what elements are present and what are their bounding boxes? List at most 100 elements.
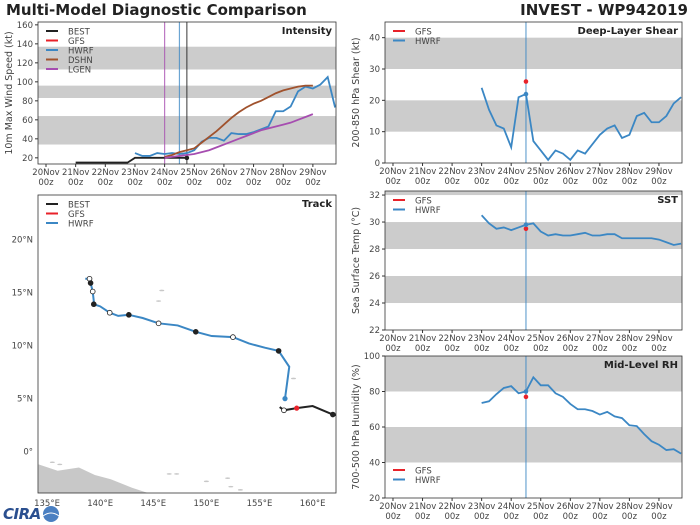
x-tick-label-hour: 00z — [504, 512, 520, 522]
y-tick-label: 100 — [364, 352, 380, 362]
y-tick-label: 100 — [17, 78, 33, 88]
panel-title: Deep-Layer Shear — [578, 26, 679, 37]
y-tick-label: 80 — [22, 97, 33, 107]
x-tick-label-hour: 00z — [563, 177, 579, 187]
y-tick-label: 24 — [369, 299, 380, 309]
x-tick-label-hour: 00z — [157, 178, 173, 188]
panel-title: Track — [302, 199, 332, 210]
legend-label-gfs: GFS — [415, 467, 432, 477]
x-tick-label-date: 21Nov — [409, 167, 436, 177]
x-tick-label-date: 25Nov — [527, 334, 554, 344]
series-marker-hwrf — [523, 389, 529, 394]
shaded-band — [385, 356, 682, 392]
x-tick-label-hour: 00z — [98, 178, 114, 188]
series-line-hwrf — [481, 375, 682, 455]
lon-tick-label: 160°E — [300, 499, 326, 509]
x-tick-label-hour: 00z — [474, 177, 490, 187]
track-point-gfs — [294, 405, 300, 411]
y-tick-label: 80 — [369, 388, 380, 398]
cira-logo-globe-icon — [42, 506, 60, 522]
track-marker-filled — [126, 312, 132, 318]
legend-label-hwrf: HWRF — [68, 220, 94, 230]
map-frame — [37, 194, 337, 494]
x-tick-label-hour: 00z — [415, 344, 431, 354]
y-tick-label: 30 — [369, 65, 380, 75]
island — [57, 463, 63, 466]
x-tick-label-date: 26Nov — [210, 168, 237, 178]
x-tick-label-hour: 00z — [622, 177, 638, 187]
x-tick-label-date: 27Nov — [586, 334, 613, 344]
panel-deep-layer-shear: 01020304020Nov00z21Nov00z22Nov00z23Nov00… — [351, 21, 683, 187]
lat-tick-label: 15°N — [12, 289, 33, 299]
x-tick-label-date: 26Nov — [557, 334, 584, 344]
series-line-lgen — [164, 113, 314, 159]
y-tick-label: 60 — [369, 423, 380, 433]
island — [228, 485, 234, 488]
x-tick-label-date: 28Nov — [270, 168, 297, 178]
x-tick-label-date: 22Nov — [438, 502, 465, 512]
x-tick-label-date: 20Nov — [379, 502, 406, 512]
x-tick-label-date: 24Nov — [497, 502, 524, 512]
track-marker-filled — [90, 301, 97, 308]
legend-label-dshn: DSHN — [68, 56, 93, 66]
x-tick-label-hour: 00z — [563, 344, 579, 354]
legend-label-best: BEST — [68, 201, 91, 211]
lat-tick-label: 0° — [23, 448, 33, 458]
island — [159, 289, 165, 292]
lon-tick-label: 145°E — [140, 499, 166, 509]
legend-label-hwrf: HWRF — [415, 206, 441, 216]
panel-title: Intensity — [282, 26, 333, 37]
y-tick-label: 28 — [369, 245, 380, 255]
island — [237, 489, 243, 491]
x-tick-label-date: 26Nov — [557, 502, 584, 512]
panel-title: Mid-Level RH — [604, 360, 678, 371]
track-marker-open — [89, 288, 96, 295]
plot-frame — [384, 21, 683, 164]
x-tick-label-hour: 00z — [474, 512, 490, 522]
shaded-band — [385, 427, 682, 463]
x-tick-label-hour: 00z — [563, 512, 579, 522]
x-tick-label-date: 27Nov — [586, 502, 613, 512]
y-axis-label: 200-850 hPa Shear (kt) — [351, 37, 362, 147]
x-tick-label-hour: 00z — [385, 177, 401, 187]
x-tick-label-hour: 00z — [504, 177, 520, 187]
x-tick-label-hour: 00z — [622, 512, 638, 522]
x-tick-label-date: 29Nov — [645, 334, 672, 344]
shaded-band — [385, 191, 682, 196]
x-tick-label-hour: 00z — [474, 344, 490, 354]
lon-tick-label: 150°E — [193, 499, 219, 509]
track-start-marker — [282, 396, 288, 402]
x-tick-label-hour: 00z — [444, 512, 460, 522]
track-line-hwrf — [85, 277, 291, 399]
lat-tick-label: 5°N — [17, 395, 33, 405]
x-tick-label-date: 23Nov — [468, 502, 495, 512]
island — [203, 480, 209, 483]
legend-label-lgen: LGEN — [68, 66, 91, 76]
lat-tick-label: 10°N — [12, 342, 33, 352]
track-marker-open — [106, 309, 113, 316]
x-tick-label-date: 25Nov — [527, 502, 554, 512]
x-tick-label-date: 29Nov — [645, 502, 672, 512]
x-tick-label-date: 22Nov — [438, 167, 465, 177]
y-tick-label: 60 — [22, 116, 33, 126]
island — [225, 477, 231, 479]
y-tick-label: 40 — [369, 459, 380, 469]
plot-area — [385, 356, 682, 498]
x-tick-label-hour: 00z — [216, 178, 232, 188]
x-tick-label-hour: 00z — [533, 344, 549, 354]
lat-tick-label: 20°N — [12, 236, 33, 246]
x-tick-label-date: 26Nov — [557, 167, 584, 177]
x-tick-label-hour: 00z — [651, 177, 667, 187]
series-line-best — [75, 156, 187, 164]
cira-logo-text: CIRA — [3, 505, 41, 523]
x-tick-label-date: 23Nov — [121, 168, 148, 178]
island — [49, 461, 55, 464]
y-tick-label: 160 — [17, 21, 33, 31]
x-tick-label-date: 23Nov — [468, 167, 495, 177]
map-area — [38, 275, 336, 493]
series-marker-best — [184, 155, 190, 161]
x-tick-label-hour: 00z — [504, 344, 520, 354]
figure-title: Multi-Model Diagnostic Comparison — [6, 1, 307, 19]
x-tick-label-date: 22Nov — [438, 334, 465, 344]
x-tick-label-date: 28Nov — [616, 167, 643, 177]
